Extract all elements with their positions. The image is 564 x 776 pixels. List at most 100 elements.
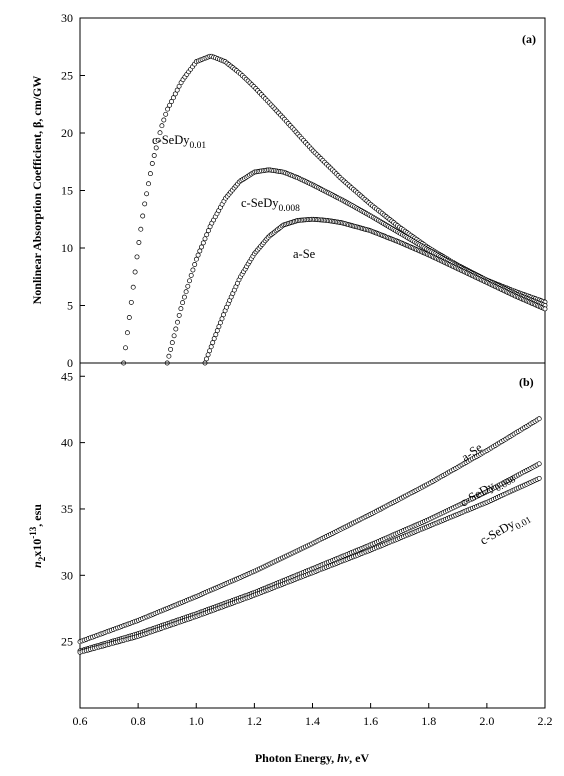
x-tick-label-8: 2.2 — [538, 714, 553, 728]
data-point — [542, 306, 548, 312]
data-point — [183, 289, 189, 295]
data-point — [153, 145, 159, 151]
data-point — [170, 95, 176, 101]
data-point — [213, 332, 219, 338]
data-point — [219, 316, 225, 322]
data-point — [159, 123, 165, 129]
data-point — [200, 240, 206, 246]
data-point — [175, 319, 180, 325]
data-point — [151, 153, 157, 158]
x-tick-label-2: 1.0 — [189, 714, 204, 728]
data-point — [136, 240, 142, 245]
data-point — [205, 228, 211, 234]
data-point — [174, 87, 180, 93]
data-point — [193, 256, 199, 262]
data-point — [166, 353, 172, 359]
data-point — [124, 330, 130, 336]
data-point — [188, 272, 194, 278]
series-a-1 — [164, 167, 548, 366]
data-point — [192, 262, 198, 267]
y-tick-label-a-0: 0 — [67, 356, 73, 370]
data-point — [187, 278, 192, 284]
data-point — [165, 106, 171, 112]
series-b-0 — [77, 416, 542, 645]
plot-frame-b — [79, 362, 546, 709]
data-point — [197, 248, 203, 254]
series-label-a-0: c-SeDy0.01 — [152, 133, 206, 151]
x-tick-label-5: 1.6 — [363, 714, 378, 728]
panel-label-a: (a) — [522, 32, 536, 46]
data-point — [134, 254, 140, 260]
data-point — [181, 294, 187, 300]
x-tick-label-0: 0.6 — [73, 714, 88, 728]
y-ticks-a: 0 5 10 15 20 25 30 — [61, 11, 85, 370]
series-group-b — [77, 416, 542, 655]
y-tick-label-a-1: 5 — [67, 299, 73, 313]
x-axis-title: Photon Energy, hν, eV — [255, 751, 370, 765]
data-point — [171, 333, 177, 339]
data-point — [178, 306, 184, 312]
data-point — [190, 267, 196, 273]
data-point — [128, 299, 134, 305]
data-point — [205, 352, 211, 358]
series-label-a-1: c-SeDy0.008 — [241, 196, 300, 214]
data-point — [204, 356, 209, 362]
y-tick-label-b-2: 35 — [61, 502, 73, 516]
data-point — [211, 336, 217, 342]
data-point — [169, 99, 174, 104]
data-point — [195, 252, 201, 258]
data-point — [199, 244, 204, 250]
data-point — [144, 191, 150, 197]
axis-ticks-b: 25 30 35 40 45 0.6 0.8 1.0 1.2 1.4 1.6 1.8 2.0 2.2 — [61, 369, 553, 728]
data-point — [536, 461, 542, 467]
x-tick-label-7: 2.0 — [479, 714, 494, 728]
plot-frame-a — [79, 17, 546, 364]
data-point — [132, 269, 138, 275]
y-tick-label-b-1: 30 — [61, 568, 73, 582]
data-point — [172, 91, 178, 97]
series-a-2 — [202, 216, 548, 366]
data-point — [142, 201, 148, 207]
series-b-2 — [77, 475, 542, 655]
data-point — [202, 236, 208, 242]
data-point — [208, 344, 214, 350]
y-tick-label-a-2: 10 — [61, 241, 73, 255]
data-point — [123, 345, 128, 351]
data-point — [161, 117, 167, 123]
data-point — [155, 137, 161, 143]
data-point — [173, 326, 179, 332]
data-point — [180, 300, 186, 306]
data-point — [169, 340, 175, 346]
y-tick-label-a-6: 30 — [61, 11, 73, 25]
data-point — [130, 284, 136, 290]
data-point — [147, 171, 153, 177]
data-point — [217, 320, 223, 326]
data-point — [536, 416, 542, 422]
data-point — [157, 130, 163, 136]
data-point — [149, 161, 155, 166]
data-point — [214, 328, 220, 334]
panel-label-b: (b) — [519, 375, 534, 389]
data-point — [221, 312, 226, 318]
data-point — [138, 226, 144, 232]
y-tick-label-a-5: 25 — [61, 69, 73, 83]
data-point — [207, 348, 213, 354]
panel-b: 25 30 35 40 45 0.6 0.8 1.0 1.2 1.4 1.6 1.8 2.0 2.2 (b… — [28, 362, 553, 765]
y-tick-label-b-3: 40 — [61, 436, 73, 450]
series-label-a-2: a-Se — [293, 247, 316, 261]
data-point — [536, 475, 542, 481]
data-point — [168, 346, 174, 352]
data-point — [167, 102, 173, 108]
y-tick-label-a-3: 15 — [61, 184, 73, 198]
data-point — [146, 181, 151, 187]
data-point — [176, 312, 182, 318]
series-label-b-2: c-SeDy0.01 — [478, 508, 534, 551]
y-axis-title-a: Nonlinear Absorption Coefficient, β, cm/… — [30, 76, 44, 305]
data-point — [204, 232, 210, 238]
y-axis-title-b: n2x10-13, esu — [28, 504, 47, 568]
data-point — [185, 283, 191, 289]
series-a-0 — [121, 53, 548, 366]
data-point — [140, 213, 146, 219]
y-tick-label-a-4: 20 — [61, 126, 73, 140]
